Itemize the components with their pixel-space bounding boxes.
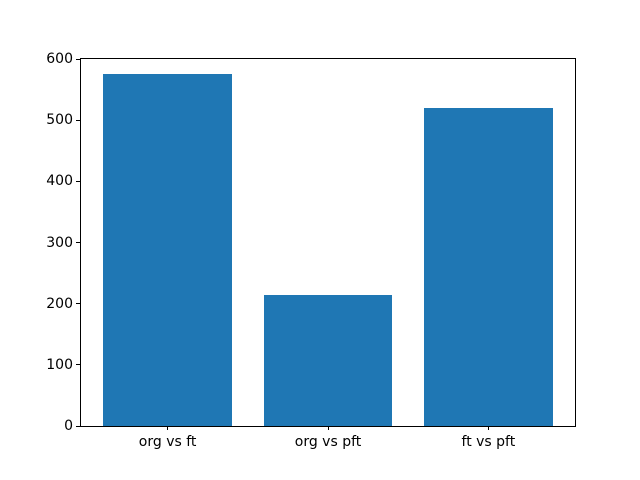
y-tick-label: 600: [46, 51, 73, 67]
y-tick-mark: [76, 303, 80, 305]
x-tick-mark: [167, 426, 169, 430]
x-tick-label: org vs pft: [294, 434, 362, 450]
y-tick-mark: [76, 58, 80, 60]
y-tick-label: 400: [46, 173, 73, 190]
y-tick-mark: [76, 180, 80, 182]
bar-org-vs-ft: [103, 74, 232, 426]
y-tick-mark: [76, 425, 80, 427]
x-tick-label: ft vs pft: [461, 434, 516, 450]
y-tick-label: 0: [64, 418, 73, 434]
y-tick-label: 100: [46, 356, 73, 373]
plot-area: 0 100 200 300 400 500 600 org vs ft org vs pft ft…: [46, 51, 576, 450]
x-tick-mark: [487, 426, 489, 430]
y-tick-label: 200: [46, 295, 73, 312]
y-tick-label: 500: [46, 112, 73, 129]
x-tick-mark: [327, 426, 329, 430]
x-tick-label: org vs ft: [138, 434, 197, 450]
y-tick-mark: [76, 364, 80, 366]
bar-ft-vs-pft: [424, 107, 553, 426]
bar-org-vs-pft: [263, 294, 393, 426]
y-tick-mark: [76, 242, 80, 243]
y-tick-label: 300: [46, 234, 73, 251]
y-tick-mark: [76, 119, 80, 121]
